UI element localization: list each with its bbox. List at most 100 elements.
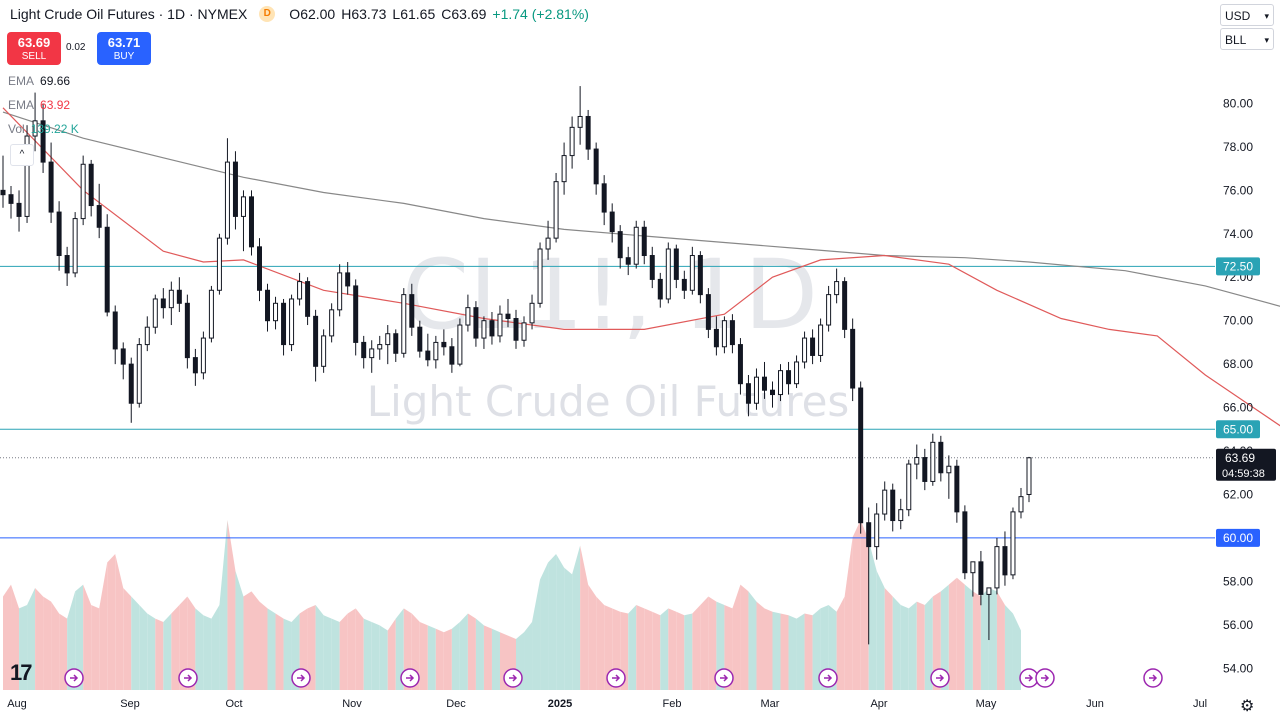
dividend-arrow-icon[interactable]	[178, 668, 198, 688]
tradingview-logo-icon[interactable]: 17	[10, 660, 33, 685]
candle-body	[353, 285, 359, 343]
candle-body	[136, 344, 142, 404]
volume-area	[540, 562, 549, 690]
dividend-arrow-icon[interactable]	[606, 668, 626, 688]
candle-body	[80, 163, 86, 220]
candle-body	[473, 307, 479, 339]
chevron-down-icon: ▾	[1264, 11, 1269, 21]
candle-body	[377, 344, 383, 350]
ohlc-high: H63.73	[341, 6, 387, 22]
candle-body	[970, 561, 976, 574]
candle-body	[689, 255, 695, 291]
candle-body	[216, 237, 222, 291]
candle-body	[393, 333, 399, 354]
dividend-arrow-icon[interactable]	[400, 668, 420, 688]
collapse-indicators-button[interactable]: ^	[10, 144, 34, 166]
dividend-arrow-icon[interactable]	[818, 668, 838, 688]
volume-area	[972, 591, 981, 690]
dividend-arrow-icon[interactable]	[714, 668, 734, 688]
candle-body	[978, 561, 984, 595]
candle-body	[890, 489, 896, 522]
dividend-arrow-icon[interactable]	[930, 668, 950, 688]
volume-area	[588, 584, 597, 690]
volume-area	[59, 613, 68, 690]
unit-select[interactable]: BLL ▾	[1220, 28, 1274, 50]
candle-body	[417, 326, 423, 352]
candle-body	[697, 255, 703, 296]
candle-body	[761, 376, 767, 391]
volume-area	[532, 579, 541, 690]
dividend-arrow-icon[interactable]	[1035, 668, 1055, 688]
candle-body	[329, 309, 335, 337]
volume-area	[908, 601, 917, 690]
volume-area	[315, 605, 324, 690]
volume-area	[139, 605, 148, 690]
volume-area	[99, 562, 108, 690]
candle-body	[673, 248, 679, 280]
volume-layer	[3, 520, 1021, 690]
volume-area	[331, 618, 340, 690]
time-tick-label: Aug	[7, 698, 27, 710]
price-tick-label: 54.00	[1223, 661, 1253, 675]
candle-body	[922, 457, 928, 482]
volume-area	[772, 611, 781, 690]
volume-area	[267, 608, 276, 690]
volume-area	[700, 596, 709, 690]
events[interactable]	[64, 668, 1163, 688]
price-tick-label: 56.00	[1223, 618, 1253, 632]
candle-body	[321, 335, 327, 367]
volume-area	[740, 584, 749, 690]
volume-area	[564, 567, 573, 690]
candle-body	[713, 328, 719, 348]
candle-body	[665, 248, 671, 300]
candle-body	[409, 294, 415, 328]
volume-area	[387, 618, 396, 690]
symbol-title[interactable]: Light Crude Oil Futures · 1D · NYMEX	[10, 6, 248, 22]
candle-body	[96, 205, 102, 228]
indicator-ema-short[interactable]: EMA 63.92	[8, 98, 71, 112]
volume-area	[628, 605, 637, 690]
candle-body	[48, 161, 54, 213]
candle-body	[826, 294, 832, 326]
candle-body	[745, 383, 751, 404]
buy-price: 63.71	[107, 35, 141, 50]
volume-area	[964, 584, 973, 690]
candle-body	[385, 333, 391, 346]
candle-body	[425, 350, 431, 361]
delayed-badge[interactable]: D	[259, 6, 276, 22]
dividend-arrow-icon[interactable]	[64, 668, 84, 688]
buy-button[interactable]: 63.71 BUY	[97, 32, 151, 65]
volume-area	[227, 520, 236, 690]
volume-area	[732, 584, 741, 690]
candle-body	[569, 126, 575, 157]
volume-area	[163, 613, 172, 690]
gear-icon[interactable]: ⚙	[1240, 698, 1255, 715]
candle-body	[786, 370, 792, 385]
volume-area	[67, 591, 76, 690]
candle-body	[248, 196, 254, 248]
candle-body	[930, 441, 936, 482]
price-tick-label: 70.00	[1223, 314, 1253, 328]
sell-button[interactable]: 63.69 SELL	[7, 32, 61, 65]
dividend-arrow-icon[interactable]	[291, 668, 311, 688]
volume-area	[644, 608, 653, 690]
indicator-volume[interactable]: Vol 139.22 K	[8, 122, 79, 136]
candle-body	[625, 257, 631, 265]
volume-area	[676, 611, 685, 690]
volume-area	[459, 613, 468, 690]
volume-area	[427, 625, 436, 690]
dividend-arrow-icon[interactable]	[1143, 668, 1163, 688]
indicator-ema-long[interactable]: EMA 69.66	[8, 74, 71, 88]
volume-area	[155, 618, 164, 690]
candle-body	[962, 511, 968, 574]
candle-body	[914, 457, 920, 465]
volume-area	[187, 596, 196, 690]
candle-body	[593, 148, 599, 185]
ohlc-close: C63.69	[441, 6, 487, 22]
currency-select[interactable]: USD ▾	[1220, 4, 1274, 26]
candle-body	[16, 202, 22, 217]
dividend-arrow-icon[interactable]	[503, 668, 523, 688]
volume-area	[604, 605, 613, 690]
volume-area	[580, 545, 589, 690]
